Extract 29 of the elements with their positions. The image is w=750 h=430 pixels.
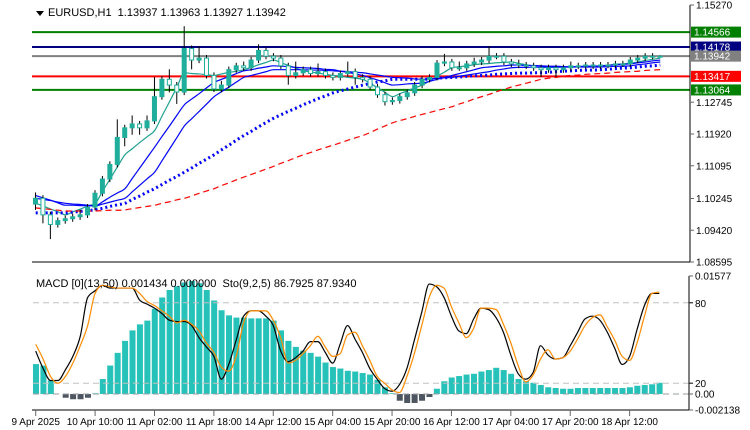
y-tick-label: 1.11095 (696, 161, 732, 172)
y2-tick-label: 20 (695, 379, 707, 390)
x-tick-label: 11 Apr 18:00 (186, 417, 242, 428)
y-tick-label: 1.12745 (696, 98, 733, 109)
x-tick-label: 17 Apr 20:00 (542, 417, 600, 428)
x-tick-label: 15 Apr 04:00 (304, 417, 362, 428)
ref-line-label: 1.13417 (694, 72, 731, 83)
y-tick-label: 1.11920 (696, 130, 732, 141)
x-tick-label: 10 Apr 10:00 (66, 417, 124, 428)
x-tick-label: 16 Apr 12:00 (423, 417, 480, 428)
x-tick-label: 9 Apr 2025 (12, 417, 60, 428)
x-tick-label: 15 Apr 20:00 (364, 417, 421, 428)
chart-title: EURUSD,H1 1.13937 1.13963 1.13927 1.13942 (48, 7, 286, 19)
y-tick-label: 1.10245 (696, 194, 733, 206)
y-tick-label: 1.15270 (696, 0, 733, 12)
x-tick-label: 18 Apr 12:00 (601, 417, 658, 428)
y-tick-label: 0.00 (695, 390, 715, 401)
y-tick-label: 1.08595 (696, 258, 733, 269)
y-tick-label: -0.002138 (695, 406, 740, 417)
x-tick-label: 11 Apr 02:00 (126, 417, 183, 428)
ref-line-label: 1.14178 (694, 42, 731, 54)
ref-line-label: 1.13064 (694, 85, 731, 96)
y2-tick-label: 80 (695, 298, 707, 310)
y-tick-label: 0.01577 (695, 272, 732, 283)
y-tick-label: 1.09420 (696, 226, 733, 237)
ref-line-label: 1.13942 (694, 52, 731, 63)
x-tick-label: 17 Apr 04:00 (482, 417, 540, 428)
x-tick-label: 14 Apr 12:00 (244, 417, 302, 428)
ref-line-label: 1.14566 (694, 28, 731, 39)
